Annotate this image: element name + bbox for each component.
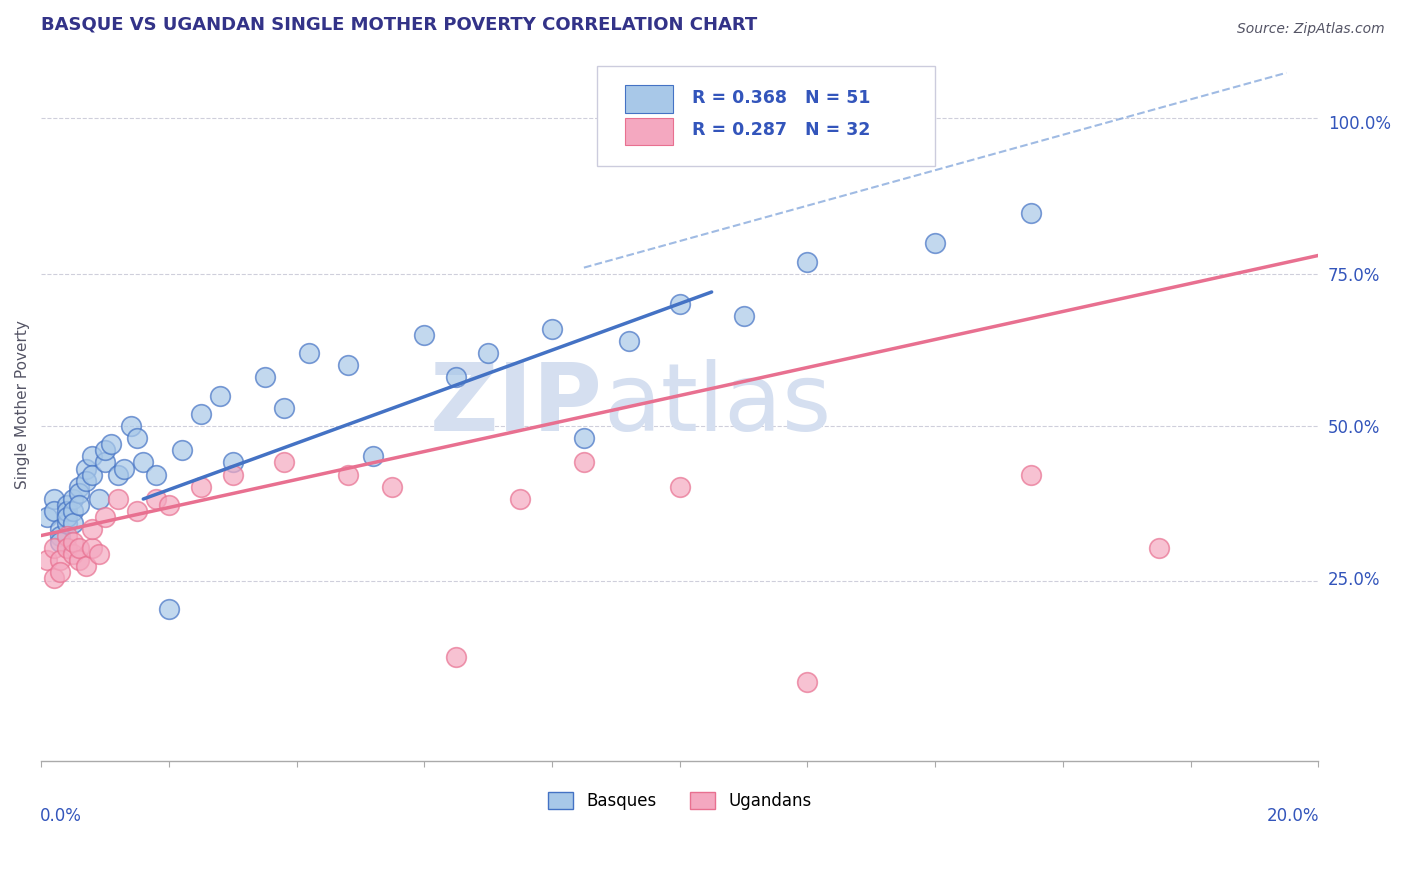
- Point: [170, 443, 193, 458]
- Point: [381, 480, 404, 494]
- Point: [82, 450, 104, 464]
- Point: [112, 461, 135, 475]
- Point: [361, 450, 384, 464]
- Point: [82, 523, 104, 537]
- Point: [221, 467, 243, 482]
- Point: [49, 553, 72, 567]
- Point: [67, 541, 90, 555]
- Point: [75, 474, 97, 488]
- Point: [94, 443, 117, 458]
- Point: [37, 510, 59, 524]
- Point: [541, 321, 564, 335]
- Point: [100, 437, 122, 451]
- Point: [336, 358, 359, 372]
- FancyBboxPatch shape: [624, 118, 673, 145]
- Point: [55, 504, 77, 518]
- Point: [157, 498, 180, 512]
- Point: [1147, 541, 1170, 555]
- Point: [94, 455, 117, 469]
- FancyBboxPatch shape: [596, 66, 935, 166]
- Point: [221, 455, 243, 469]
- Point: [49, 534, 72, 549]
- Point: [87, 547, 110, 561]
- Point: [87, 491, 110, 506]
- Point: [733, 310, 755, 324]
- Point: [477, 346, 499, 360]
- Point: [75, 559, 97, 574]
- Point: [336, 467, 359, 482]
- Point: [107, 491, 129, 506]
- Point: [1019, 467, 1042, 482]
- Point: [273, 401, 295, 415]
- Point: [125, 504, 148, 518]
- Text: R = 0.368   N = 51: R = 0.368 N = 51: [693, 89, 870, 107]
- Point: [509, 491, 531, 506]
- Point: [62, 547, 84, 561]
- Point: [42, 504, 65, 518]
- Point: [42, 491, 65, 506]
- Point: [37, 553, 59, 567]
- Point: [145, 491, 167, 506]
- Point: [444, 370, 467, 384]
- Point: [132, 455, 155, 469]
- Point: [82, 467, 104, 482]
- Point: [49, 528, 72, 542]
- Text: R = 0.287   N = 32: R = 0.287 N = 32: [693, 121, 870, 139]
- Point: [55, 498, 77, 512]
- Point: [107, 467, 129, 482]
- Text: atlas: atlas: [603, 359, 831, 450]
- Point: [62, 534, 84, 549]
- Point: [49, 565, 72, 579]
- Point: [157, 601, 180, 615]
- Point: [924, 236, 946, 251]
- Point: [273, 455, 295, 469]
- Point: [125, 431, 148, 445]
- Point: [1019, 206, 1042, 220]
- Point: [190, 480, 212, 494]
- Point: [253, 370, 276, 384]
- Point: [444, 650, 467, 665]
- Point: [67, 486, 90, 500]
- Point: [572, 455, 595, 469]
- Point: [55, 528, 77, 542]
- Point: [75, 461, 97, 475]
- Point: [49, 523, 72, 537]
- Point: [668, 297, 690, 311]
- Point: [208, 388, 231, 402]
- Point: [190, 407, 212, 421]
- Text: 0.0%: 0.0%: [39, 807, 82, 825]
- Point: [42, 571, 65, 585]
- Legend: Basques, Ugandans: Basques, Ugandans: [541, 785, 818, 816]
- Text: ZIP: ZIP: [430, 359, 603, 450]
- Text: Source: ZipAtlas.com: Source: ZipAtlas.com: [1237, 22, 1385, 37]
- Point: [67, 480, 90, 494]
- Point: [617, 334, 640, 348]
- Text: BASQUE VS UGANDAN SINGLE MOTHER POVERTY CORRELATION CHART: BASQUE VS UGANDAN SINGLE MOTHER POVERTY …: [41, 15, 758, 33]
- FancyBboxPatch shape: [624, 86, 673, 112]
- Point: [298, 346, 321, 360]
- Point: [413, 327, 436, 342]
- Point: [572, 431, 595, 445]
- Point: [120, 419, 142, 434]
- Point: [67, 498, 90, 512]
- Point: [668, 480, 690, 494]
- Point: [67, 553, 90, 567]
- Point: [796, 254, 818, 268]
- Point: [82, 541, 104, 555]
- Point: [796, 674, 818, 689]
- Point: [94, 510, 117, 524]
- Text: 20.0%: 20.0%: [1267, 807, 1320, 825]
- Point: [62, 491, 84, 506]
- Point: [55, 516, 77, 531]
- Point: [62, 504, 84, 518]
- Point: [55, 510, 77, 524]
- Point: [55, 541, 77, 555]
- Point: [62, 516, 84, 531]
- Point: [145, 467, 167, 482]
- Point: [42, 541, 65, 555]
- Y-axis label: Single Mother Poverty: Single Mother Poverty: [15, 320, 30, 489]
